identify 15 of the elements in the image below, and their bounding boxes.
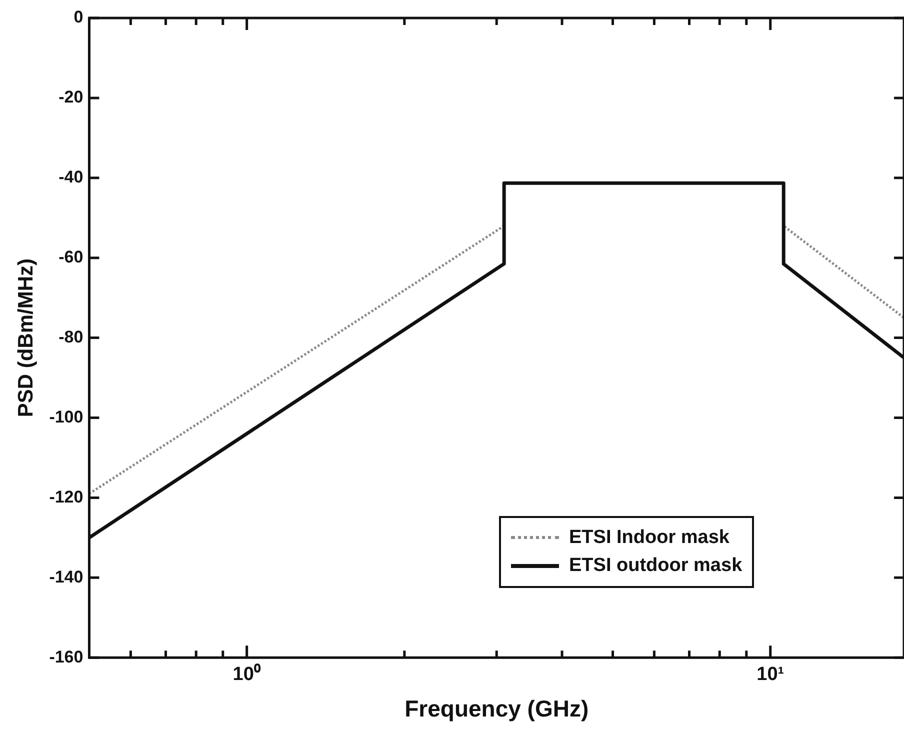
y-tick-label: 0 — [74, 8, 84, 27]
y-tick-label: -100 — [49, 407, 84, 426]
y-tick-label: -60 — [58, 248, 84, 267]
legend-label: ETSI Indoor mask — [569, 526, 730, 550]
y-tick-label: -80 — [58, 327, 84, 346]
x-tick-label: 10⁰ — [232, 663, 261, 686]
y-tick-label: -140 — [49, 567, 84, 586]
legend-label: ETSI outdoor mask — [569, 554, 742, 578]
y-tick-label: -20 — [58, 88, 84, 107]
y-tick-label: -160 — [49, 647, 84, 666]
x-axis-title: Frequency (GHz) — [404, 696, 589, 722]
x-tick-label: 10¹ — [756, 664, 784, 686]
y-axis-title: PSD (dBm/MHz) — [14, 258, 38, 418]
y-tick-label: -40 — [58, 168, 84, 187]
y-tick-label: -120 — [49, 487, 84, 506]
